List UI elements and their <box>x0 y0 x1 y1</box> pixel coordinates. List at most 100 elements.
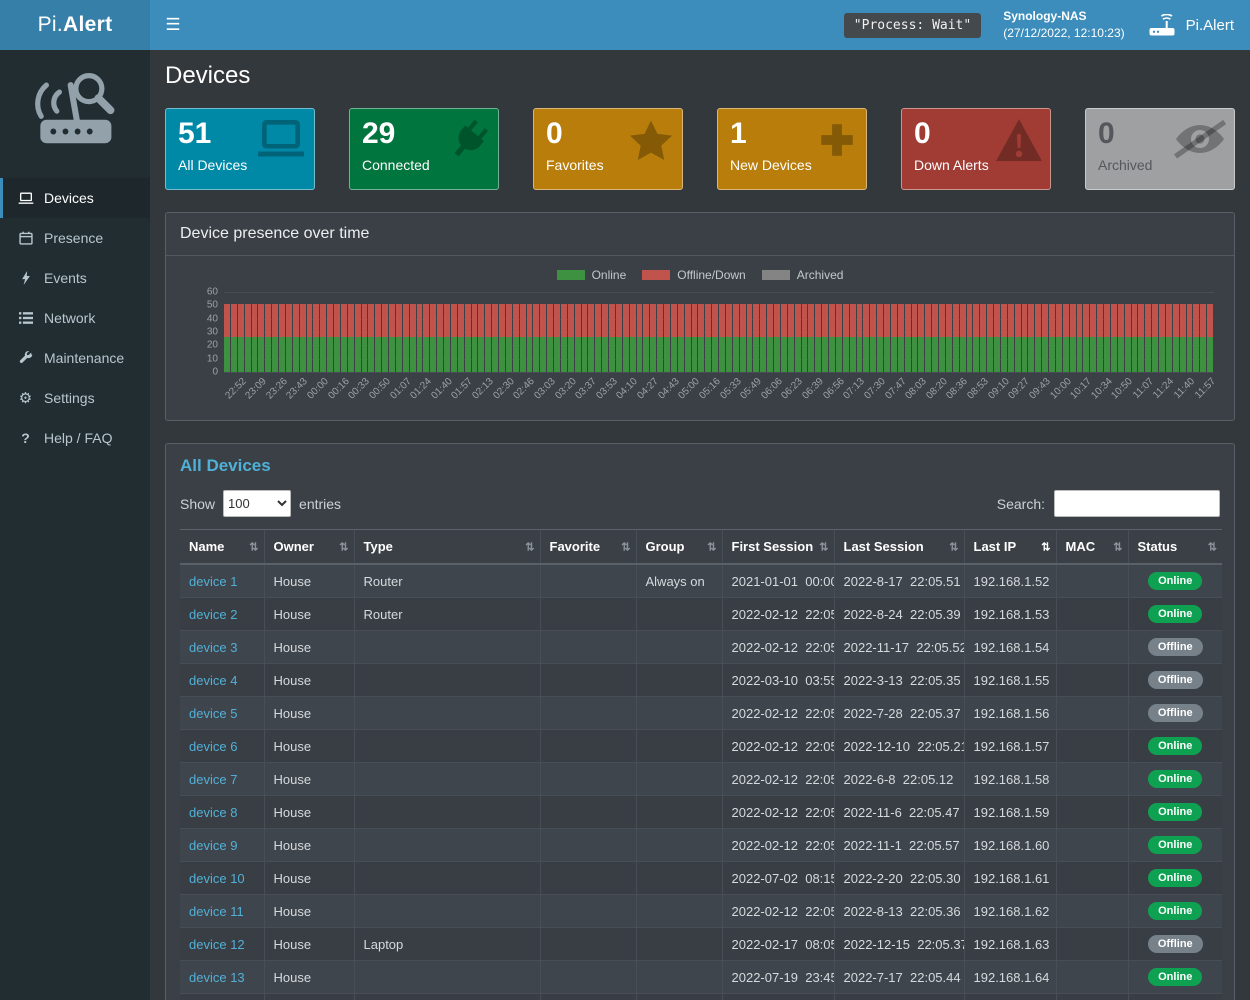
gridline <box>224 292 1214 293</box>
stacked-bar <box>1000 304 1007 372</box>
bar-segment-offline-down <box>230 304 237 338</box>
bar-segment-offline-down <box>395 304 402 338</box>
bar-segment-online <box>1110 337 1117 372</box>
cell-group <box>635 960 722 994</box>
device-link[interactable]: device 10 <box>189 870 245 886</box>
device-link[interactable]: device 3 <box>189 639 238 655</box>
column-header-type[interactable]: Type ⇅ <box>353 529 540 565</box>
device-link[interactable]: device 2 <box>189 606 238 622</box>
column-header-owner[interactable]: Owner ⇅ <box>263 529 354 565</box>
sidebar-item-settings[interactable]: ⚙ Settings <box>0 378 150 418</box>
cell-last-ip: 192.168.1.62 <box>963 894 1056 928</box>
cell-owner: House <box>263 762 354 796</box>
cell-mac <box>1055 828 1128 862</box>
device-link[interactable]: device 7 <box>189 771 238 787</box>
topbar-app-link[interactable]: Pi.Alert <box>1147 13 1234 37</box>
device-link[interactable]: device 1 <box>189 573 238 589</box>
column-header-last-ip[interactable]: Last IP ⇅ <box>963 529 1056 565</box>
stacked-bar <box>1090 304 1097 372</box>
cell-status: Online <box>1127 564 1222 598</box>
sidebar-item-presence[interactable]: Presence <box>0 218 150 258</box>
stacked-bar <box>856 304 863 372</box>
bar-segment-online <box>1090 337 1097 372</box>
bar-segment-online <box>1193 337 1200 372</box>
bar-segment-offline-down <box>1083 304 1090 338</box>
device-link[interactable]: device 12 <box>189 936 245 952</box>
column-header-first-session[interactable]: First Session ⇅ <box>721 529 834 565</box>
column-header-mac[interactable]: MAC ⇅ <box>1055 529 1128 565</box>
card-down-alerts[interactable]: 0 Down Alerts <box>901 108 1051 190</box>
column-label: Last Session <box>843 539 924 554</box>
bar-segment-offline-down <box>835 304 842 338</box>
device-link[interactable]: device 6 <box>189 738 238 754</box>
device-row: device 7 House 2022-02-12 22:05 2022-6-8 22… <box>180 762 1222 796</box>
sidebar-item-maintenance[interactable]: Maintenance <box>0 338 150 378</box>
sidebar-item-label: Maintenance <box>44 350 125 366</box>
column-header-name[interactable]: Name ⇅ <box>180 529 264 565</box>
card-favorites[interactable]: 0 Favorites <box>533 108 683 190</box>
stacked-bar <box>402 304 409 372</box>
bar-segment-online <box>272 337 278 372</box>
bar-segment-online <box>1021 337 1028 372</box>
bar-segment-offline-down <box>382 304 388 338</box>
stacked-bar <box>904 304 911 372</box>
bar-segment-online <box>1049 337 1055 372</box>
device-link[interactable]: device 8 <box>189 804 238 820</box>
column-label: First Session <box>731 539 814 554</box>
x-tick: 05:33 <box>718 372 743 418</box>
device-link[interactable]: device 13 <box>189 969 245 985</box>
legend-item-archived[interactable]: Archived <box>761 268 843 282</box>
stacked-bar <box>1145 304 1152 372</box>
entries-select[interactable]: 100 <box>223 490 292 517</box>
app-logo[interactable]: Pi. Alert <box>0 0 150 50</box>
sidebar-item-label: Presence <box>44 230 104 246</box>
bolt-icon <box>17 271 34 285</box>
gridline <box>224 372 1214 373</box>
bar-segment-online <box>437 337 443 372</box>
column-header-status[interactable]: Status ⇅ <box>1127 529 1222 565</box>
device-link[interactable]: device 9 <box>189 837 238 853</box>
card-new-devices[interactable]: 1 New Devices <box>717 108 867 190</box>
card-all-devices[interactable]: 51 All Devices <box>165 108 315 190</box>
stacked-bar <box>244 304 251 372</box>
cell-type <box>353 729 540 763</box>
column-header-last-session[interactable]: Last Session ⇅ <box>833 529 964 565</box>
stacked-bar <box>299 304 306 372</box>
stacked-bar <box>602 304 608 372</box>
device-link[interactable]: device 11 <box>189 903 244 919</box>
x-tick: 01:24 <box>409 372 434 418</box>
x-tick: 04:10 <box>615 372 640 418</box>
stacked-bar <box>478 304 485 372</box>
hamburger-menu-icon[interactable]: ☰ <box>165 15 181 34</box>
bar-segment-offline-down <box>691 304 698 338</box>
bar-segment-online <box>1159 337 1165 372</box>
cell-group: Always on <box>635 564 722 598</box>
column-header-group[interactable]: Group ⇅ <box>635 529 722 565</box>
bar-segment-offline-down <box>595 304 602 338</box>
legend-item-offline-down[interactable]: Offline/Down <box>642 268 746 282</box>
column-header-favorite[interactable]: Favorite ⇅ <box>539 529 636 565</box>
search-label: Search: <box>996 495 1045 512</box>
bar-segment-online <box>327 337 333 372</box>
bar-segment-offline-down <box>499 304 505 338</box>
status-badge: Online <box>1148 869 1203 887</box>
stacked-bar <box>753 304 760 372</box>
bar-segment-offline-down <box>939 304 945 338</box>
bar-segment-online <box>1042 337 1048 372</box>
sidebar-item-events[interactable]: Events <box>0 258 150 298</box>
x-tick: 10:34 <box>1089 372 1114 418</box>
cell-name: device 3 <box>180 630 264 664</box>
device-link[interactable]: device 4 <box>189 672 238 688</box>
sidebar-item-network[interactable]: Network <box>0 298 150 338</box>
device-row: device 11 House 2022-02-12 22:05 2022-8-13 … <box>180 894 1222 928</box>
search-input[interactable] <box>1054 490 1220 517</box>
sidebar-item-help-faq[interactable]: ? Help / FAQ <box>0 418 150 458</box>
cell-last-ip: 192.168.1.61 <box>963 861 1056 895</box>
card-connected[interactable]: 29 Connected <box>349 108 499 190</box>
card-archived[interactable]: 0 Archived <box>1085 108 1235 190</box>
sidebar-item-devices[interactable]: Devices <box>0 178 150 218</box>
bar-segment-online <box>1028 337 1035 372</box>
x-tick: 23:43 <box>285 372 310 418</box>
legend-item-online[interactable]: Online <box>556 268 626 282</box>
device-link[interactable]: device 5 <box>189 705 238 721</box>
